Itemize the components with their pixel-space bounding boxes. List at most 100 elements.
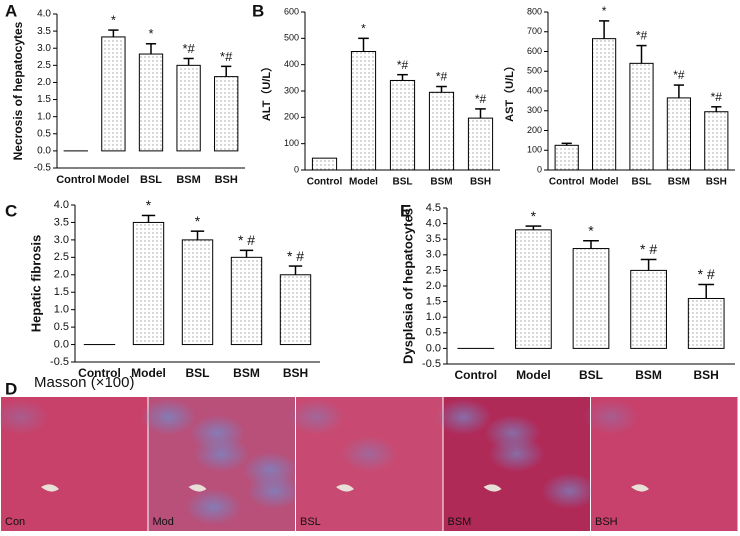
y-tick-label: 2.0 <box>426 280 441 292</box>
x-tick-label: Control <box>549 177 585 188</box>
fibrosis-stain <box>288 399 344 435</box>
fibrosis-stain <box>485 415 541 451</box>
y-tick-label: 1.5 <box>54 286 69 298</box>
y-tick-label: 0.5 <box>37 128 51 139</box>
x-tick-label: BSL <box>140 174 162 186</box>
fibrosis-stain <box>542 473 598 509</box>
panel-letter: D <box>5 379 17 398</box>
bar <box>667 98 690 170</box>
x-tick-label: BSH <box>706 177 727 188</box>
bar <box>390 80 414 170</box>
bar <box>630 63 653 170</box>
y-axis-label: ALT（U/L） <box>260 61 273 121</box>
bar <box>429 92 453 170</box>
significance-label: * <box>602 4 607 18</box>
y-tick-label: 1.0 <box>426 311 441 323</box>
panel-letter: C <box>5 201 17 220</box>
y-tick-label: 1.5 <box>426 296 441 308</box>
panel-letter: A <box>5 1 17 20</box>
y-tick-label: -0.5 <box>422 358 441 370</box>
y-tick-label: 300 <box>527 105 542 115</box>
y-tick-label: 300 <box>284 85 299 95</box>
y-tick-label: 4.0 <box>426 218 441 230</box>
significance-label: * <box>588 222 594 238</box>
significance-label: * # <box>238 232 255 248</box>
x-tick-label: BSM <box>430 177 452 188</box>
y-tick-label: 400 <box>527 85 542 95</box>
x-tick-label: BSM <box>668 177 690 188</box>
y-tick-label: 4.0 <box>54 199 69 211</box>
y-tick-label: 200 <box>284 112 299 122</box>
bar <box>102 37 125 151</box>
fibrosis-stain <box>243 452 299 488</box>
bar <box>516 230 552 349</box>
y-tick-label: -0.5 <box>50 356 69 368</box>
x-tick-label: BSH <box>215 174 238 186</box>
x-tick-label: Control <box>454 368 497 382</box>
significance-label: *# <box>636 29 648 43</box>
y-tick-label: 2.0 <box>54 269 69 281</box>
y-tick-label: 500 <box>527 66 542 76</box>
bar <box>280 275 310 345</box>
significance-label: *# <box>182 41 195 56</box>
y-axis-label: Hepatic fibrosis <box>28 235 43 333</box>
x-tick-label: Control <box>307 177 343 188</box>
x-tick-label: Control <box>78 366 121 380</box>
bar <box>133 222 163 344</box>
x-tick-label: Model <box>131 366 166 380</box>
significance-label: * # <box>698 266 715 282</box>
fibrosis-stain <box>341 436 397 472</box>
x-tick-label: BSL <box>186 366 210 380</box>
x-tick-label: BSH <box>283 366 308 380</box>
y-axis-label: Necrosis of hepatocytes <box>11 21 25 160</box>
bar <box>139 54 162 151</box>
bar <box>312 158 336 170</box>
x-tick-label: BSH <box>470 177 491 188</box>
y-tick-label: 0.0 <box>54 338 69 350</box>
x-tick-label: Model <box>349 177 378 188</box>
y-tick-label: 2.0 <box>37 77 51 88</box>
significance-label: *# <box>673 68 685 82</box>
bar <box>177 65 200 151</box>
bar <box>688 298 724 348</box>
y-tick-label: 3.5 <box>54 216 69 228</box>
y-tick-label: 400 <box>284 59 299 69</box>
fibrosis-stain <box>190 415 246 451</box>
significance-label: * # <box>640 241 657 257</box>
x-tick-label: Model <box>590 177 619 188</box>
x-tick-label: BSM <box>635 368 662 382</box>
y-tick-label: 3.5 <box>37 26 51 37</box>
image-label: BSH <box>595 516 618 528</box>
y-tick-label: 100 <box>284 138 299 148</box>
y-tick-label: 3.0 <box>426 249 441 261</box>
bar <box>215 77 238 151</box>
significance-label: *# <box>475 92 487 106</box>
y-tick-label: 2.5 <box>37 60 51 71</box>
y-tick-label: -0.5 <box>34 163 52 174</box>
y-tick-label: 1.0 <box>37 111 51 122</box>
fibrosis-stain <box>436 399 492 435</box>
y-tick-label: 200 <box>527 125 542 135</box>
significance-label: * <box>361 22 366 36</box>
significance-label: * <box>195 213 201 229</box>
significance-label: *# <box>436 70 448 84</box>
bar <box>593 39 616 170</box>
bar <box>573 249 609 349</box>
y-tick-label: 1.0 <box>54 304 69 316</box>
y-tick-label: 0.5 <box>426 327 441 339</box>
significance-label: * <box>146 197 152 213</box>
bar <box>231 257 261 344</box>
y-tick-label: 3.0 <box>54 234 69 246</box>
y-tick-label: 2.5 <box>54 251 69 263</box>
image-label: BSM <box>448 516 472 528</box>
y-tick-label: 3.5 <box>426 233 441 245</box>
fibrosis-stain <box>141 399 197 435</box>
x-tick-label: BSL <box>393 177 413 188</box>
x-tick-label: BSL <box>632 177 652 188</box>
x-tick-label: Model <box>516 368 551 382</box>
significance-label: * # <box>287 248 304 264</box>
y-tick-label: 4.0 <box>37 9 51 20</box>
significance-label: * <box>531 208 537 224</box>
bar <box>555 145 578 170</box>
